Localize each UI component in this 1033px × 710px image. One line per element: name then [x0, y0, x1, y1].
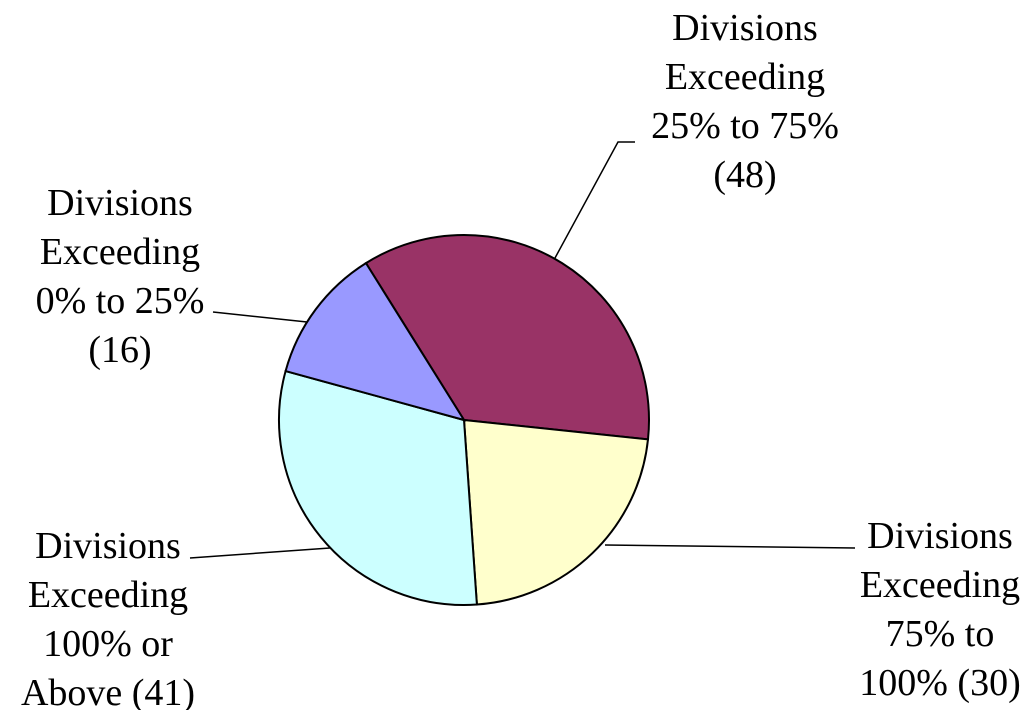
pie-slices	[278, 234, 650, 606]
slice-label-3: Divisions Exceeding 100% or Above (41)	[21, 525, 195, 710]
slice-label-line: (16)	[88, 329, 151, 371]
slice-label-line: Exceeding	[40, 231, 200, 273]
pie-slice-3	[278, 369, 478, 606]
slice-label-line: Divisions	[867, 515, 1013, 557]
leader-line-4	[212, 311, 308, 323]
pie-slice-2	[462, 418, 650, 606]
slice-labels: Divisions Exceeding 25% to 75% (48)Division…	[21, 7, 1021, 710]
leader-line-1	[554, 141, 635, 259]
slice-label-line: Divisions	[35, 525, 181, 567]
slice-label-1: Divisions Exceeding 25% to 75% (48)	[651, 7, 839, 196]
slice-label-line: Exceeding	[665, 56, 825, 98]
slice-label-4: Divisions Exceeding 0% to 25% (16)	[36, 182, 205, 371]
slice-label-line: 25% to 75%	[651, 105, 839, 147]
slice-label-line: Divisions	[47, 182, 193, 224]
slice-label-line: Exceeding	[28, 574, 188, 616]
pie-slice-4	[284, 261, 467, 422]
slice-label-line: Exceeding	[860, 564, 1020, 606]
slice-label-line: Above (41)	[21, 672, 195, 710]
pie-slice-1	[364, 234, 650, 441]
slice-label-line: 0% to 25%	[36, 280, 205, 322]
slice-label-2: Divisions Exceeding 75% to 100% (30)	[859, 515, 1020, 704]
slice-label-line: 100% or	[43, 623, 173, 665]
slice-label-line: 100% (30)	[859, 662, 1020, 704]
leader-line-3	[189, 547, 331, 559]
leader-lines	[189, 141, 856, 559]
slice-label-line: Divisions	[672, 7, 818, 49]
slice-label-line: 75% to	[886, 613, 995, 655]
leader-line-2	[604, 544, 856, 549]
slice-label-line: (48)	[713, 154, 776, 196]
